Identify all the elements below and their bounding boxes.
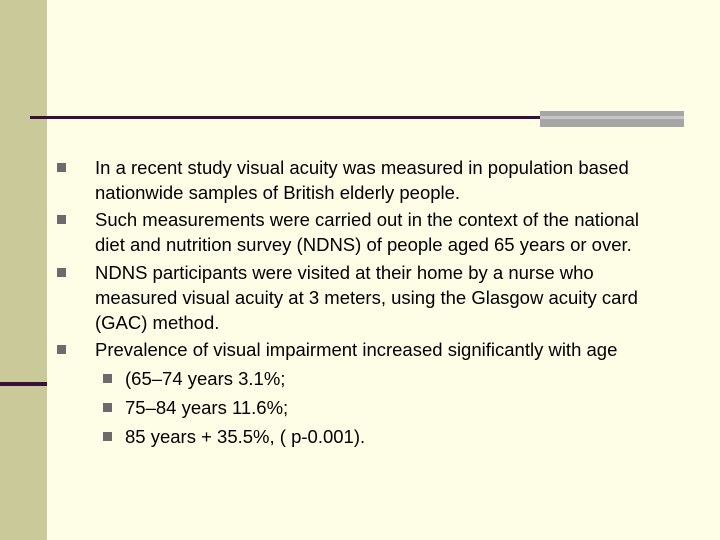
sub-bullet-age-75-84: 75–84 years 11.6%; <box>103 395 289 420</box>
square-bullet-icon <box>57 215 66 224</box>
square-bullet-icon <box>103 432 112 441</box>
bullet-line: Such measurements were carried out in th… <box>95 209 639 230</box>
title-divider-rule <box>30 116 540 119</box>
square-bullet-icon <box>57 268 66 277</box>
bullet-item-participants: NDNS participants were visited at their … <box>57 260 638 335</box>
left-band-accent-line <box>0 382 47 386</box>
title-divider-gray-block <box>540 111 684 127</box>
bullet-item-study: In a recent study visual acuity was meas… <box>57 155 629 205</box>
bullet-line: measured visual acuity at 3 meters, usin… <box>95 287 638 308</box>
bullet-line: 75–84 years 11.6%; <box>125 397 289 418</box>
bullet-line: 85 years + 35.5%, ( p-0.001). <box>125 426 366 447</box>
square-bullet-icon <box>103 374 112 383</box>
left-decorative-band <box>0 0 47 540</box>
bullet-line: Prevalence of visual impairment increase… <box>95 339 618 360</box>
bullet-line: nationwide samples of British elderly pe… <box>95 182 461 203</box>
bullet-item-prevalence: Prevalence of visual impairment increase… <box>57 337 618 362</box>
bullet-line: NDNS participants were visited at their … <box>95 262 594 283</box>
square-bullet-icon <box>103 403 112 412</box>
square-bullet-icon <box>57 345 66 354</box>
bullet-line: (GAC) method. <box>95 312 220 333</box>
bullet-line: diet and nutrition survey (NDNS) of peop… <box>95 234 632 255</box>
bullet-line: In a recent study visual acuity was meas… <box>95 157 629 178</box>
bullet-line: (65–74 years 3.1%; <box>125 368 286 389</box>
sub-bullet-age-85-plus: 85 years + 35.5%, ( p-0.001). <box>103 424 366 449</box>
bullet-item-measurements: Such measurements were carried out in th… <box>57 207 639 257</box>
sub-bullet-age-65-74: (65–74 years 3.1%; <box>103 366 286 391</box>
square-bullet-icon <box>57 163 66 172</box>
